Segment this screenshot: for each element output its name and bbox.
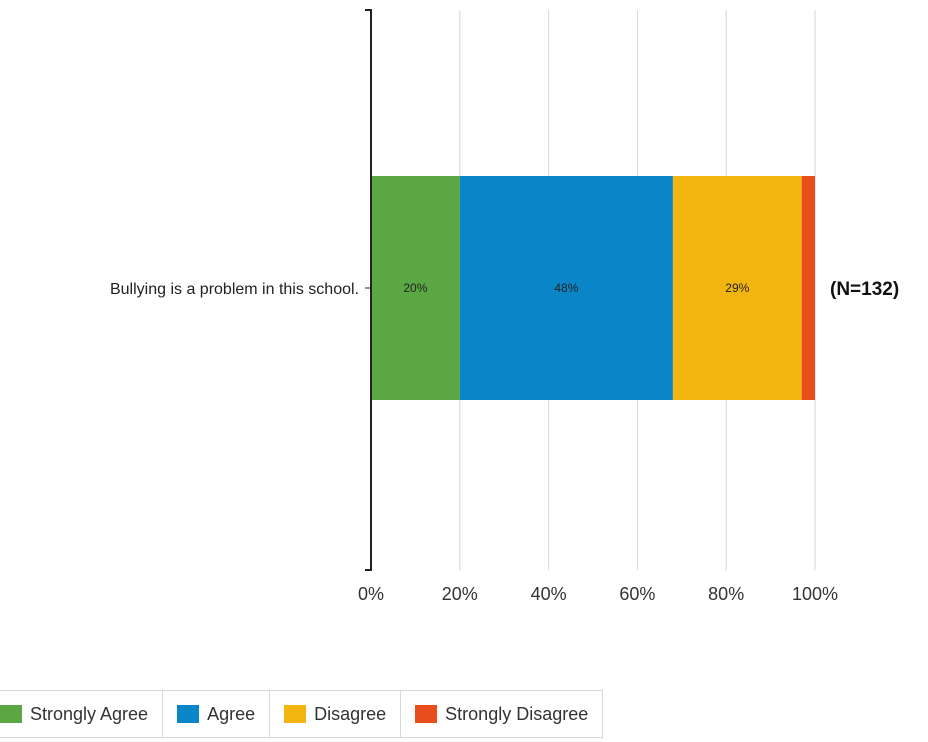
bar-segment (801, 176, 815, 400)
bar-segment (459, 176, 673, 400)
legend-label: Disagree (314, 703, 387, 724)
legend-label: Strongly Disagree (445, 703, 589, 724)
data-label: 29% (725, 281, 749, 295)
legend-item: Strongly Disagree (401, 691, 604, 737)
category-axis-line (365, 9, 372, 571)
legend: Strongly Agree Agree Disagree Strongly Disa… (0, 690, 604, 738)
data-label: 20% (403, 281, 427, 295)
x-tick-label: 40% (531, 584, 567, 604)
x-tick-label: 80% (708, 584, 744, 604)
sample-size-label: (N=132) (830, 279, 899, 300)
legend-swatch (0, 705, 22, 723)
x-tick-labels: 0% 20% 40% 60% 80% 100% (358, 584, 838, 604)
data-label: 48% (554, 281, 578, 295)
legend-swatch (177, 705, 200, 723)
bar-segment (371, 176, 460, 400)
legend-swatch (284, 705, 307, 723)
legend-item: Strongly Agree (0, 691, 164, 737)
legend-item: Disagree (270, 691, 402, 737)
x-tick-label: 100% (792, 584, 838, 604)
x-tick-label: 60% (619, 584, 655, 604)
legend-swatch (415, 705, 438, 723)
x-tick-label: 20% (442, 584, 478, 604)
stacked-bar-chart: 20% 48% 29% 0% 20% 40% 60% 80% 100% Bullying is… (110, 9, 899, 604)
legend-item: Agree (163, 691, 271, 737)
bar-segments: 20% 48% 29% (371, 176, 815, 400)
category-axis (365, 9, 372, 571)
legend-label: Agree (207, 703, 256, 724)
bar-segment (672, 176, 802, 400)
x-tick-label: 0% (358, 584, 384, 604)
category-label: Bullying is a problem in this school. (110, 281, 359, 298)
category-labels: Bullying is a problem in this school. (110, 281, 359, 298)
legend-label: Strongly Agree (30, 703, 149, 724)
